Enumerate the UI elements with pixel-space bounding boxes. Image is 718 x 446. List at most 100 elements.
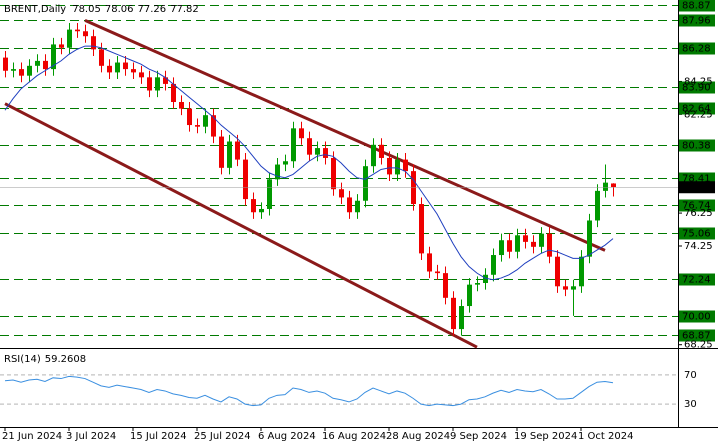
candle-body — [355, 200, 360, 213]
header: BRENT,Daily 78.05 78.06 77.26 77.82 — [4, 4, 199, 15]
candle-body — [427, 253, 432, 272]
candle-body — [363, 166, 368, 201]
x-tick-label: 1 Oct 2024 — [578, 431, 633, 442]
candle-body — [579, 256, 584, 287]
candle-body — [435, 271, 440, 274]
rsi-title: RSI(14) 59.2608 — [4, 354, 86, 365]
level-box — [679, 0, 715, 12]
level-label: 82.64 — [682, 104, 711, 115]
candle-body — [395, 159, 400, 175]
candle-body — [195, 125, 200, 127]
candle-body — [131, 69, 136, 73]
candle-body — [531, 241, 536, 247]
candle-body — [507, 240, 512, 252]
candle-body — [227, 141, 232, 168]
candle-body — [483, 274, 488, 284]
candle-body — [11, 69, 16, 71]
y-tick-label: 74.25 — [684, 241, 713, 252]
level-box — [679, 42, 715, 55]
candle-body — [347, 197, 352, 213]
level-label: 87.96 — [682, 16, 711, 27]
level-box — [679, 329, 715, 342]
level-box — [679, 310, 715, 323]
candle-body — [291, 128, 296, 162]
candle-body — [99, 49, 104, 66]
last-price-label: 77.82 — [682, 182, 711, 193]
level-label: 88.87 — [682, 1, 711, 12]
y-tick-label: 76.25 — [684, 208, 713, 219]
candle-body — [35, 60, 40, 66]
candle-body — [539, 233, 544, 247]
candle-body — [251, 199, 256, 213]
plot-area — [0, 0, 715, 431]
candle-body — [123, 62, 128, 70]
x-tick-label: 15 Jul 2024 — [130, 431, 187, 442]
candle-body — [171, 83, 176, 103]
candle-body — [43, 60, 48, 70]
level-box — [679, 81, 715, 94]
candle-body — [603, 182, 608, 191]
rsi-tick-label: 70 — [684, 370, 697, 381]
candle-body — [91, 36, 96, 50]
level-label: 78.41 — [682, 174, 711, 185]
candle-body — [315, 148, 320, 155]
level-box — [679, 227, 715, 240]
candle-body — [243, 159, 248, 200]
high-value: 78.06 — [105, 4, 134, 15]
y-tick-label: 82.25 — [684, 109, 713, 120]
candle-body — [235, 141, 240, 160]
level-box — [679, 139, 715, 152]
candle-body — [203, 115, 208, 127]
candle-body — [387, 157, 392, 175]
level-label: 70.00 — [682, 312, 711, 323]
candle-body — [515, 235, 520, 252]
symbol: BRENT,Daily — [4, 4, 66, 15]
last-price-box — [679, 181, 715, 194]
candle-body — [299, 128, 304, 139]
candle-body — [323, 148, 328, 158]
low-value: 77.26 — [137, 4, 166, 15]
candle-body — [331, 157, 336, 190]
candle-body — [443, 273, 448, 298]
candle-body — [163, 77, 168, 84]
candle-body — [155, 77, 160, 91]
level-label: 68.87 — [682, 331, 711, 342]
candle-body — [267, 179, 272, 209]
y-tick-label: 84.25 — [684, 76, 713, 87]
candle-body — [115, 62, 120, 73]
candle-body — [459, 306, 464, 330]
candle-body — [571, 286, 576, 290]
x-tick-label: 16 Aug 2024 — [322, 431, 386, 442]
candle-body — [19, 69, 24, 76]
candle-body — [83, 31, 88, 37]
rsi-tick-label: 30 — [684, 399, 697, 410]
candle-body — [491, 255, 496, 275]
rsi-line — [4, 375, 614, 407]
candle-body — [27, 65, 32, 76]
candle-body — [3, 57, 8, 71]
candle-body — [339, 189, 344, 198]
candle-body — [211, 115, 216, 137]
candle-body — [275, 164, 280, 180]
level-label: 76.74 — [682, 201, 711, 212]
candle-body — [75, 29, 80, 32]
x-tick-label: 3 Jul 2024 — [66, 431, 116, 442]
candle-body — [403, 159, 408, 172]
candle-body — [179, 102, 184, 109]
x-tick-label: 28 Aug 2024 — [386, 431, 450, 442]
level-box — [679, 102, 715, 115]
level-label: 80.38 — [682, 141, 711, 152]
candle-body — [523, 235, 528, 242]
level-label: 86.28 — [682, 44, 711, 55]
rsi-value: 59.2608 — [45, 354, 86, 365]
candle-body — [107, 65, 112, 73]
candle-body — [59, 44, 64, 48]
candle-body — [451, 297, 456, 330]
candle-body — [467, 284, 472, 307]
open-value: 78.05 — [72, 4, 101, 15]
candle-body — [411, 171, 416, 205]
close-value: 77.82 — [170, 4, 199, 15]
level-label: 75.06 — [682, 229, 711, 240]
